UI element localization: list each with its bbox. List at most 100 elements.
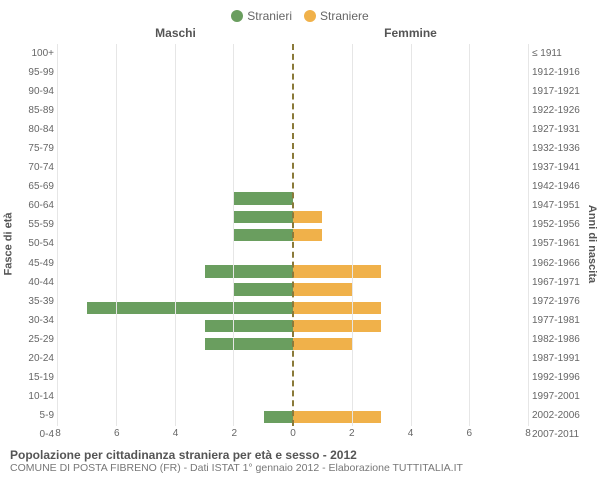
y-tick-age: 0-4 [16, 425, 58, 444]
y-tick-birth: 1977-1981 [528, 311, 584, 330]
bar-female [293, 302, 381, 314]
bar-row-male [58, 262, 293, 280]
grid-line [528, 44, 529, 426]
bar-row-male [58, 299, 293, 317]
y-axis-right-label: Anni di nascita [586, 205, 598, 283]
y-tick-birth: 1987-1991 [528, 349, 584, 368]
y-tick-age: 90-94 [16, 82, 58, 101]
bar-row-male [58, 280, 293, 298]
bar-row-male [58, 408, 293, 426]
y-tick-age: 60-64 [16, 196, 58, 215]
y-tick-birth: 1972-1976 [528, 292, 584, 311]
bar-row-male [58, 99, 293, 117]
bar-female [293, 211, 322, 223]
y-tick-age: 100+ [16, 44, 58, 63]
y-tick-birth: 1992-1996 [528, 368, 584, 387]
grid-line [411, 44, 412, 426]
y-tick-birth: 1917-1921 [528, 82, 584, 101]
legend-swatch-male [231, 10, 243, 22]
y-tick-age: 5-9 [16, 406, 58, 425]
bar-male [205, 265, 293, 277]
grid-line [469, 44, 470, 426]
grid-line [57, 44, 58, 426]
y-tick-age: 75-79 [16, 139, 58, 158]
female-half [293, 44, 528, 426]
bar-female [293, 229, 322, 241]
male-half [58, 44, 293, 426]
y-tick-birth: 1957-1961 [528, 234, 584, 253]
y-axis-right-title: Anni di nascita [584, 44, 600, 444]
bar-male [234, 211, 293, 223]
bar-row-male [58, 335, 293, 353]
y-tick-age: 35-39 [16, 292, 58, 311]
y-ticks-left: 100+95-9990-9485-8980-8475-7970-7465-696… [16, 44, 58, 444]
legend-label-female: Straniere [320, 9, 369, 23]
bar-row-male [58, 390, 293, 408]
x-axis: 02468 2468 [58, 426, 528, 444]
y-tick-birth: 1937-1941 [528, 158, 584, 177]
y-tick-age: 10-14 [16, 387, 58, 406]
x-tick: 2 [231, 428, 237, 439]
bar-male [234, 229, 293, 241]
y-tick-birth: 1942-1946 [528, 177, 584, 196]
y-tick-age: 70-74 [16, 158, 58, 177]
y-tick-age: 50-54 [16, 234, 58, 253]
legend-label-male: Stranieri [247, 9, 292, 23]
plot [58, 44, 528, 426]
bar-row-male [58, 62, 293, 80]
bar-row-male [58, 353, 293, 371]
y-tick-age: 30-34 [16, 311, 58, 330]
grid-line [116, 44, 117, 426]
y-tick-birth: 1952-1956 [528, 215, 584, 234]
y-axis-left-label: Fasce di età [2, 213, 14, 276]
bar-male [234, 283, 293, 295]
bar-row-male [58, 153, 293, 171]
bar-male [264, 411, 293, 423]
y-tick-age: 40-44 [16, 273, 58, 292]
bar-female [293, 411, 381, 423]
y-tick-age: 55-59 [16, 215, 58, 234]
y-tick-birth: 1982-1986 [528, 330, 584, 349]
x-tick: 8 [55, 428, 61, 439]
y-tick-age: 25-29 [16, 330, 58, 349]
y-tick-birth: 1912-1916 [528, 63, 584, 82]
bar-male [205, 338, 293, 350]
y-tick-birth: 1922-1926 [528, 101, 584, 120]
x-axis-right: 2468 [293, 426, 528, 444]
bar-row-male [58, 44, 293, 62]
bar-row-male [58, 244, 293, 262]
bar-female [293, 265, 381, 277]
bar-row-male [58, 317, 293, 335]
grid-line [352, 44, 353, 426]
y-tick-age: 85-89 [16, 101, 58, 120]
x-tick: 2 [349, 428, 355, 439]
bar-row-male [58, 117, 293, 135]
bar-female [293, 283, 352, 295]
bar-female [293, 338, 352, 350]
bar-male [205, 320, 293, 332]
y-tick-birth: 1967-1971 [528, 273, 584, 292]
y-tick-birth: 2002-2006 [528, 406, 584, 425]
y-axis-left-title: Fasce di età [0, 44, 16, 444]
bar-male [234, 192, 293, 204]
column-headers: Maschi Femmine [0, 26, 600, 44]
y-tick-birth: 1997-2001 [528, 387, 584, 406]
bar-row-male [58, 371, 293, 389]
bar-row-male [58, 190, 293, 208]
y-tick-birth: 1927-1931 [528, 120, 584, 139]
plot-column: 02468 2468 [58, 44, 528, 444]
bar-female [293, 320, 381, 332]
x-tick: 6 [114, 428, 120, 439]
grid-line [175, 44, 176, 426]
x-tick: 4 [408, 428, 414, 439]
x-tick: 4 [173, 428, 179, 439]
bar-male [87, 302, 293, 314]
legend-item-male: Stranieri [231, 9, 292, 23]
grid-line [233, 44, 234, 426]
bar-row-male [58, 171, 293, 189]
y-tick-age: 20-24 [16, 349, 58, 368]
y-tick-age: 95-99 [16, 63, 58, 82]
y-tick-age: 45-49 [16, 254, 58, 273]
y-ticks-right: ≤ 19111912-19161917-19211922-19261927-19… [528, 44, 584, 444]
chart-title: Popolazione per cittadinanza straniera p… [10, 448, 590, 462]
